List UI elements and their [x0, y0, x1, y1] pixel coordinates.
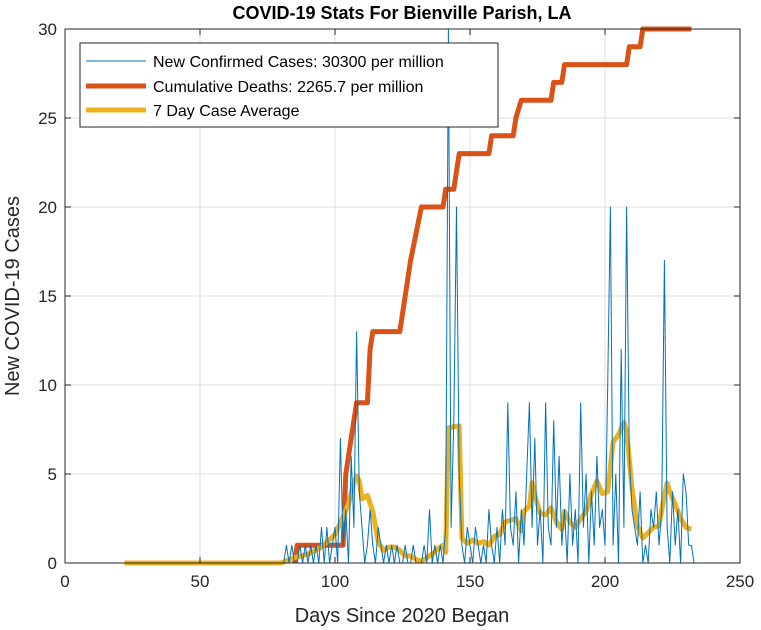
x-tick-label: 150	[456, 572, 484, 591]
y-tick-label: 15	[38, 287, 57, 306]
y-tick-label: 5	[48, 465, 57, 484]
x-tick-label: 200	[591, 572, 619, 591]
legend: New Confirmed Cases: 30300 per million C…	[79, 42, 499, 128]
y-tick-label: 25	[38, 109, 57, 128]
x-tick-label: 100	[321, 572, 349, 591]
y-tick-label: 30	[38, 20, 57, 39]
legend-label-7day-average: 7 Day Case Average	[153, 103, 300, 120]
chart-title: COVID-19 Stats For Bienville Parish, LA	[232, 3, 571, 23]
x-tick-label: 50	[191, 572, 210, 591]
ticks: 0 50 100 150 200 250 0 5 10 15 20 25 30	[38, 20, 754, 591]
x-tick-label: 250	[726, 572, 754, 591]
legend-label-new-cases: New Confirmed Cases: 30300 per million	[153, 54, 444, 71]
cumulative-deaths-line	[292, 26, 692, 564]
legend-box	[79, 42, 499, 128]
x-axis-label: Days Since 2020 Began	[295, 605, 510, 627]
y-tick-label: 0	[48, 554, 57, 573]
x-tick-label: 0	[60, 572, 69, 591]
y-tick-label: 10	[38, 376, 57, 395]
y-tick-label: 20	[38, 198, 57, 217]
y-axis-label: New COVID-19 Cases	[2, 196, 24, 396]
legend-label-deaths: Cumulative Deaths: 2265.7 per million	[153, 79, 423, 96]
